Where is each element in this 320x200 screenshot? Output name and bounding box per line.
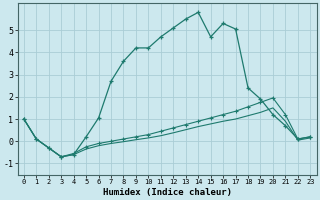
X-axis label: Humidex (Indice chaleur): Humidex (Indice chaleur) — [103, 188, 232, 197]
